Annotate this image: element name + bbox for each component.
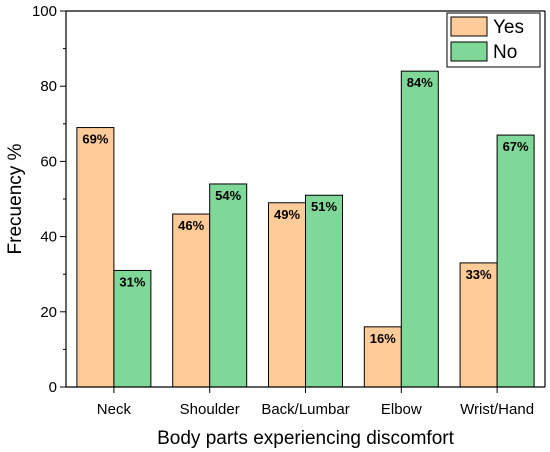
data-label-yes-shoulder: 46% <box>178 218 204 233</box>
x-tick-label-wrist-hand: Wrist/Hand <box>460 401 534 418</box>
bars <box>76 70 535 388</box>
bar-no-shoulder <box>209 183 248 388</box>
y-tick-label-40: 40 <box>40 229 57 246</box>
axes: 0 20 40 60 80 100 Neck Shoulder Back/Lumbar Elbow… <box>32 3 546 418</box>
y-tick-label-0: 0 <box>49 379 57 396</box>
y-axis-title: Frecuency % <box>5 143 26 254</box>
x-tick-label-shoulder: Shoulder <box>180 401 240 418</box>
y-tick-label-80: 80 <box>40 78 57 95</box>
y-tick-label-20: 20 <box>40 304 57 321</box>
data-label-yes-elbow: 16% <box>370 331 396 346</box>
data-labels: 69% 31% 46% 54% 49% 51% 16% 84% 33% 67% <box>82 75 529 346</box>
data-label-yes-neck: 69% <box>82 132 108 147</box>
legend-swatch-no <box>450 41 488 62</box>
x-tick-label-elbow: Elbow <box>381 401 422 418</box>
legend-swatch-yes <box>450 16 488 37</box>
data-label-no-shoulder: 54% <box>215 188 241 203</box>
bar-no-elbow <box>400 70 439 388</box>
data-label-no-elbow: 84% <box>407 75 433 90</box>
y-tick-label-60: 60 <box>40 153 57 170</box>
bar-yes-shoulder <box>172 213 211 388</box>
data-label-no-wrist-hand: 67% <box>503 139 529 154</box>
bar-yes-back-lumbar <box>268 202 306 388</box>
x-tick-label-back-lumbar: Back/Lumbar <box>261 401 349 418</box>
data-label-no-neck: 31% <box>119 274 145 289</box>
legend-label-yes: Yes <box>493 17 524 38</box>
bar-yes-wrist-hand <box>459 262 498 388</box>
legend: Yes No <box>446 12 541 68</box>
x-axis-title: Body parts experiencing discomfort <box>157 428 454 449</box>
x-tick-label-neck: Neck <box>97 401 132 418</box>
bar-no-wrist-hand <box>496 134 535 388</box>
bar-no-back-lumbar <box>305 194 343 388</box>
data-label-yes-wrist-hand: 33% <box>466 267 492 282</box>
data-label-no-back-lumbar: 51% <box>311 199 337 214</box>
bar-yes-elbow <box>363 326 402 388</box>
y-tick-label-100: 100 <box>32 3 57 20</box>
legend-label-no: No <box>493 42 517 63</box>
bar-yes-neck <box>76 127 115 388</box>
bar-no-neck <box>113 269 152 388</box>
data-label-yes-back-lumbar: 49% <box>274 207 300 222</box>
